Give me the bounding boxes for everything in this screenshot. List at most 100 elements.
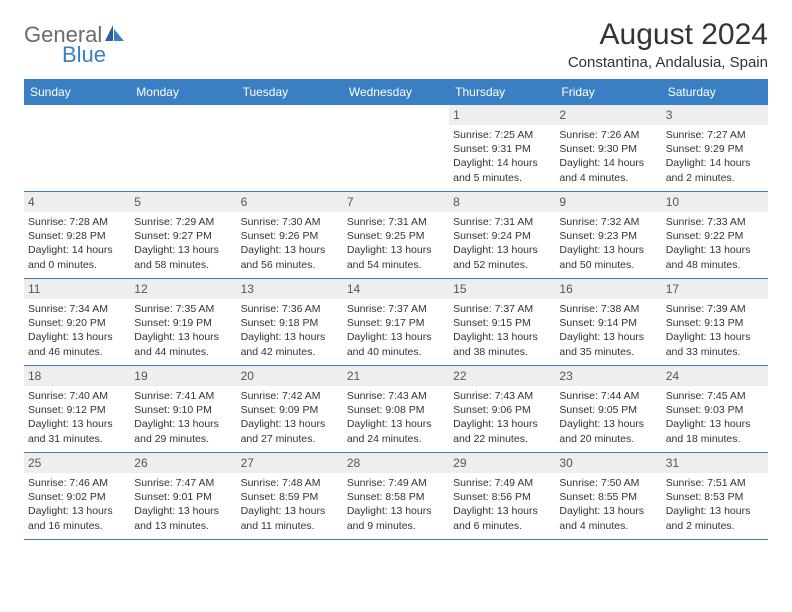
day-info: Sunrise: 7:41 AMSunset: 9:10 PMDaylight:… — [134, 389, 232, 446]
sunset-line: Sunset: 9:10 PM — [134, 403, 232, 417]
daylight-line: Daylight: 13 hours and 38 minutes. — [453, 330, 551, 358]
sunset-line: Sunset: 9:09 PM — [241, 403, 339, 417]
sunrise-line: Sunrise: 7:50 AM — [559, 476, 657, 490]
sunset-line: Sunset: 8:53 PM — [666, 490, 764, 504]
day-info: Sunrise: 7:28 AMSunset: 9:28 PMDaylight:… — [28, 215, 126, 272]
sunrise-line: Sunrise: 7:41 AM — [134, 389, 232, 403]
sunrise-line: Sunrise: 7:32 AM — [559, 215, 657, 229]
sunset-line: Sunset: 9:02 PM — [28, 490, 126, 504]
day-info: Sunrise: 7:46 AMSunset: 9:02 PMDaylight:… — [28, 476, 126, 533]
calendar-day: 3Sunrise: 7:27 AMSunset: 9:29 PMDaylight… — [662, 105, 768, 191]
sunset-line: Sunset: 8:56 PM — [453, 490, 551, 504]
sunrise-line: Sunrise: 7:49 AM — [453, 476, 551, 490]
day-info: Sunrise: 7:31 AMSunset: 9:25 PMDaylight:… — [347, 215, 445, 272]
day-info: Sunrise: 7:45 AMSunset: 9:03 PMDaylight:… — [666, 389, 764, 446]
calendar-day: 5 Sunrise: 7:29 AMSunset: 9:27 PMDaylight… — [130, 192, 236, 278]
daylight-line: Daylight: 13 hours and 20 minutes. — [559, 417, 657, 445]
sunset-line: Sunset: 9:24 PM — [453, 229, 551, 243]
day-info: Sunrise: 7:33 AMSunset: 9:22 PMDaylight:… — [666, 215, 764, 272]
day-number: 21 — [343, 366, 449, 386]
day-info: Sunrise: 7:49 AMSunset: 8:58 PMDaylight:… — [347, 476, 445, 533]
weekday-header: Monday — [130, 79, 236, 105]
day-info: Sunrise: 7:36 AMSunset: 9:18 PMDaylight:… — [241, 302, 339, 359]
sunrise-line: Sunrise: 7:31 AM — [347, 215, 445, 229]
day-info: Sunrise: 7:34 AMSunset: 9:20 PMDaylight:… — [28, 302, 126, 359]
day-info: Sunrise: 7:43 AMSunset: 9:08 PMDaylight:… — [347, 389, 445, 446]
calendar-day: 15Sunrise: 7:37 AMSunset: 9:15 PMDayligh… — [449, 279, 555, 365]
calendar-day: 21 Sunrise: 7:43 AMSunset: 9:08 PMDayligh… — [343, 366, 449, 452]
day-number: 29 — [449, 453, 555, 473]
daylight-line: Daylight: 13 hours and 16 minutes. — [28, 504, 126, 532]
calendar-day: 4Sunrise: 7:28 AMSunset: 9:28 PMDaylight… — [24, 192, 130, 278]
daylight-line: Daylight: 13 hours and 35 minutes. — [559, 330, 657, 358]
day-number: 7 — [343, 192, 449, 212]
calendar-day: 26Sunrise: 7:47 AMSunset: 9:01 PMDayligh… — [130, 453, 236, 539]
sunrise-line: Sunrise: 7:35 AM — [134, 302, 232, 316]
sunrise-line: Sunrise: 7:43 AM — [347, 389, 445, 403]
daylight-line: Daylight: 14 hours and 2 minutes. — [666, 156, 764, 184]
sunrise-line: Sunrise: 7:31 AM — [453, 215, 551, 229]
calendar-day: 11Sunrise: 7:34 AMSunset: 9:20 PMDayligh… — [24, 279, 130, 365]
calendar-day: 2Sunrise: 7:26 AMSunset: 9:30 PMDaylight… — [555, 105, 661, 191]
day-number: 19 — [130, 366, 236, 386]
sunrise-line: Sunrise: 7:30 AM — [241, 215, 339, 229]
sunrise-line: Sunrise: 7:37 AM — [347, 302, 445, 316]
day-number: 20 — [237, 366, 343, 386]
calendar-day: 30Sunrise: 7:50 AMSunset: 8:55 PMDayligh… — [555, 453, 661, 539]
day-number: 27 — [237, 453, 343, 473]
sunset-line: Sunset: 9:29 PM — [666, 142, 764, 156]
brand-logo: GeneralBlue — [24, 18, 126, 68]
sunset-line: Sunset: 9:06 PM — [453, 403, 551, 417]
day-info: Sunrise: 7:27 AMSunset: 9:29 PMDaylight:… — [666, 128, 764, 185]
calendar-day: 16Sunrise: 7:38 AMSunset: 9:14 PMDayligh… — [555, 279, 661, 365]
daylight-line: Daylight: 13 hours and 6 minutes. — [453, 504, 551, 532]
weekday-header: Sunday — [24, 79, 130, 105]
daylight-line: Daylight: 13 hours and 42 minutes. — [241, 330, 339, 358]
day-info: Sunrise: 7:32 AMSunset: 9:23 PMDaylight:… — [559, 215, 657, 272]
day-number: 25 — [24, 453, 130, 473]
sunrise-line: Sunrise: 7:29 AM — [134, 215, 232, 229]
sunrise-line: Sunrise: 7:43 AM — [453, 389, 551, 403]
day-number: 30 — [555, 453, 661, 473]
day-info: Sunrise: 7:31 AMSunset: 9:24 PMDaylight:… — [453, 215, 551, 272]
sunrise-line: Sunrise: 7:25 AM — [453, 128, 551, 142]
month-title: August 2024 — [568, 18, 768, 52]
day-number: 28 — [343, 453, 449, 473]
sunrise-line: Sunrise: 7:45 AM — [666, 389, 764, 403]
daylight-line: Daylight: 13 hours and 50 minutes. — [559, 243, 657, 271]
sunset-line: Sunset: 9:12 PM — [28, 403, 126, 417]
calendar-day: 14Sunrise: 7:37 AMSunset: 9:17 PMDayligh… — [343, 279, 449, 365]
daylight-line: Daylight: 13 hours and 33 minutes. — [666, 330, 764, 358]
day-info: Sunrise: 7:26 AMSunset: 9:30 PMDaylight:… — [559, 128, 657, 185]
calendar-day: 9Sunrise: 7:32 AMSunset: 9:23 PMDaylight… — [555, 192, 661, 278]
sunset-line: Sunset: 9:27 PM — [134, 229, 232, 243]
sunrise-line: Sunrise: 7:33 AM — [666, 215, 764, 229]
calendar-week: 4Sunrise: 7:28 AMSunset: 9:28 PMDaylight… — [24, 192, 768, 279]
page-header: GeneralBlue August 2024 Constantina, And… — [24, 18, 768, 71]
day-number: 5 — [130, 192, 236, 212]
sunrise-line: Sunrise: 7:44 AM — [559, 389, 657, 403]
daylight-line: Daylight: 13 hours and 2 minutes. — [666, 504, 764, 532]
sunset-line: Sunset: 9:08 PM — [347, 403, 445, 417]
day-info: Sunrise: 7:42 AMSunset: 9:09 PMDaylight:… — [241, 389, 339, 446]
day-number: 18 — [24, 366, 130, 386]
daylight-line: Daylight: 13 hours and 31 minutes. — [28, 417, 126, 445]
day-number: 24 — [662, 366, 768, 386]
daylight-line: Daylight: 13 hours and 9 minutes. — [347, 504, 445, 532]
day-number: 15 — [449, 279, 555, 299]
daylight-line: Daylight: 13 hours and 56 minutes. — [241, 243, 339, 271]
sunrise-line: Sunrise: 7:26 AM — [559, 128, 657, 142]
day-number: 26 — [130, 453, 236, 473]
sunrise-line: Sunrise: 7:40 AM — [28, 389, 126, 403]
empty-day — [343, 105, 449, 191]
day-info: Sunrise: 7:29 AMSunset: 9:27 PMDaylight:… — [134, 215, 232, 272]
daylight-line: Daylight: 13 hours and 48 minutes. — [666, 243, 764, 271]
weeks-container: 1Sunrise: 7:25 AMSunset: 9:31 PMDaylight… — [24, 105, 768, 540]
calendar-week: 18Sunrise: 7:40 AMSunset: 9:12 PMDayligh… — [24, 366, 768, 453]
weekday-header-row: SundayMondayTuesdayWednesdayThursdayFrid… — [24, 79, 768, 105]
calendar-day: 10Sunrise: 7:33 AMSunset: 9:22 PMDayligh… — [662, 192, 768, 278]
daylight-line: Daylight: 13 hours and 52 minutes. — [453, 243, 551, 271]
day-number: 22 — [449, 366, 555, 386]
sunset-line: Sunset: 9:13 PM — [666, 316, 764, 330]
day-number: 23 — [555, 366, 661, 386]
